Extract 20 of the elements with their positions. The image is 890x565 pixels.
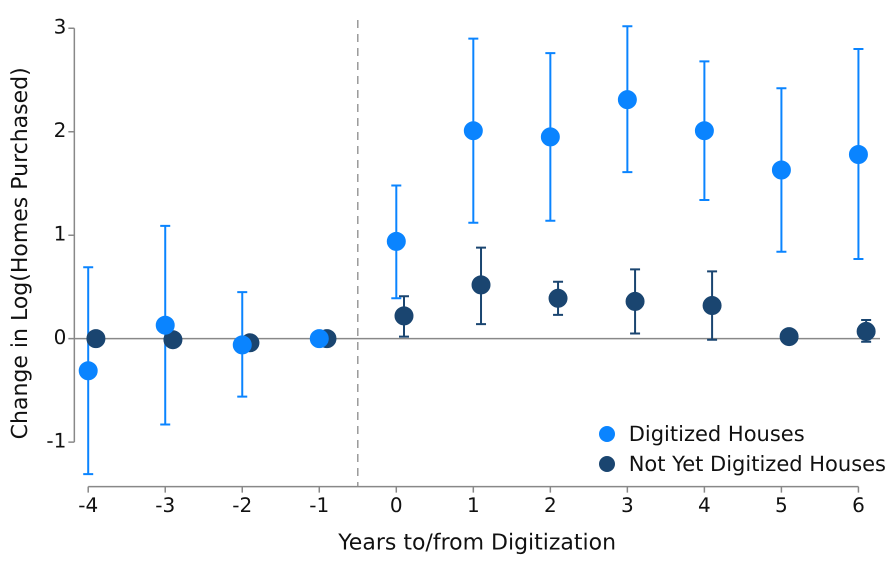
x-tick-label: 1	[466, 492, 480, 517]
x-tick-label: 0	[390, 492, 403, 517]
x-tick-label: 6	[852, 492, 865, 517]
x-tick-label: -4	[78, 492, 98, 517]
x-tick-label: 4	[698, 492, 711, 517]
y-axis-title: Change in Log(Homes Purchased)	[8, 67, 33, 440]
x-tick-label: -2	[232, 492, 252, 517]
y-tick-label: 1	[54, 221, 66, 246]
legend-label: Digitized Houses	[628, 421, 805, 448]
x-tick-label: 3	[621, 492, 634, 517]
y-tick-label: 0	[54, 324, 66, 349]
legend-label: Not Yet Digitized Houses	[628, 451, 886, 478]
x-tick-label: 2	[544, 492, 557, 517]
y-tick-label: -1	[46, 428, 66, 452]
x-tick-label: -3	[155, 492, 176, 517]
y-tick-label: 2	[54, 118, 66, 142]
y-tick-label: 3	[54, 14, 66, 38]
x-axis-title: Years to/from Digitization	[337, 530, 616, 556]
x-tick-label: 5	[775, 492, 788, 517]
x-tick-label: -1	[309, 492, 330, 517]
